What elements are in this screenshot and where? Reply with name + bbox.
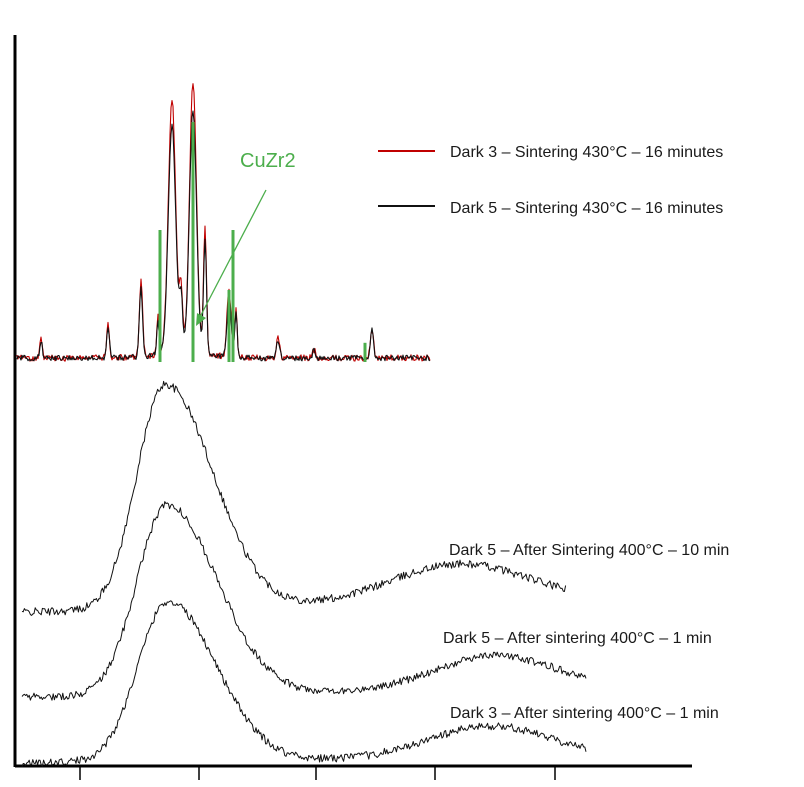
legend-label-dark5: Dark 5 – Sintering 430°C – 16 minutes: [450, 200, 723, 217]
trace-dark5-after-400C-1min: [21, 501, 587, 701]
axes: [13, 35, 692, 780]
traces: [16, 83, 587, 767]
annotation-arrowhead: [196, 313, 206, 326]
series-label-dark3-1min: Dark 3 – After sintering 400°C – 1 min: [450, 705, 719, 722]
trace-dark3-after-400C-1min: [21, 600, 587, 767]
trace-dark3-430C-16min: [16, 83, 431, 362]
cuzr2-reference-peaks: [158, 122, 367, 362]
annotation-cuzr2: CuZr2: [240, 150, 296, 172]
trace-dark5-430C-16min: [16, 110, 431, 362]
annotation-arrow: [199, 189, 267, 318]
series-label-dark5-1min: Dark 5 – After sintering 400°C – 1 min: [443, 630, 712, 647]
legend-label-dark3: Dark 3 – Sintering 430°C – 16 minutes: [450, 144, 723, 161]
series-label-dark5-10min: Dark 5 – After Sintering 400°C – 10 min: [449, 542, 729, 559]
trace-dark5-after-400C-10min: [21, 380, 567, 616]
legend: Dark 3 – Sintering 430°C – 16 minutes Da…: [378, 144, 723, 217]
